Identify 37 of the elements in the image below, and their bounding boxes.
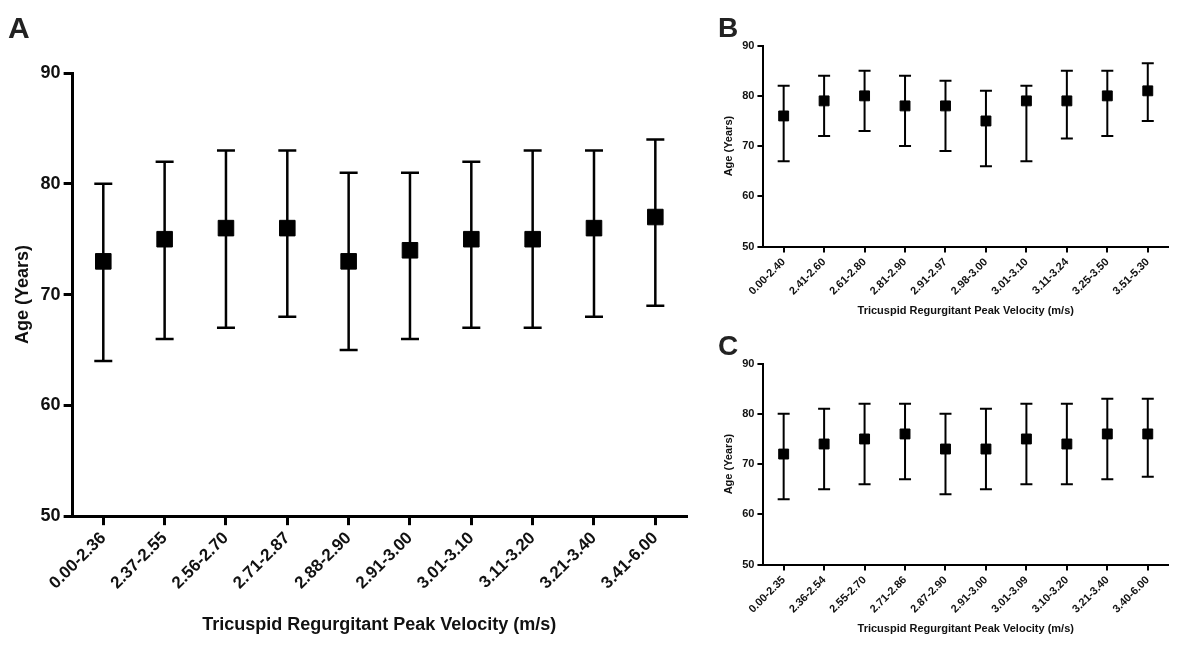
y-tick-label: 80 (742, 406, 755, 419)
point (899, 100, 911, 112)
chart-title: B (718, 11, 739, 43)
y-axis-title: Age (Years) (721, 115, 734, 177)
y-tick-label: 70 (40, 283, 61, 304)
point (1142, 428, 1154, 440)
y-tick-label: 90 (40, 61, 61, 82)
point (859, 433, 871, 445)
point (899, 428, 911, 440)
point (1061, 438, 1073, 450)
chart-title: C (718, 329, 739, 361)
y-axis-title: Age (Years) (11, 245, 32, 345)
y-tick-label: 60 (742, 189, 755, 202)
y-tick-label: 80 (40, 172, 61, 193)
chart-title: A (8, 11, 30, 45)
point (778, 448, 790, 460)
point (1101, 428, 1113, 440)
y-tick-label: 50 (40, 505, 61, 526)
y-tick-label: 50 (742, 239, 755, 252)
point (778, 110, 790, 122)
point (980, 443, 992, 455)
y-tick-label: 70 (742, 139, 755, 152)
y-axis-title: Age (Years) (721, 433, 734, 495)
y-tick-label: 60 (742, 507, 755, 520)
y-tick-label: 90 (742, 38, 755, 51)
y-tick-label: 70 (742, 457, 755, 470)
x-axis-title: Tricuspid Regurgitant Peak Velocity (m/s) (202, 614, 557, 635)
x-axis-title: Tricuspid Regurgitant Peak Velocity (m/s) (857, 304, 1075, 317)
y-tick-label: 90 (742, 356, 755, 369)
y-tick-label: 80 (742, 88, 755, 101)
point (940, 443, 951, 455)
y-tick-label: 60 (40, 394, 61, 415)
x-axis-title: Tricuspid Regurgitant Peak Velocity (m/s) (857, 622, 1075, 635)
point (1020, 433, 1032, 445)
y-tick-label: 50 (742, 557, 755, 570)
point (818, 438, 830, 450)
point (980, 115, 992, 127)
